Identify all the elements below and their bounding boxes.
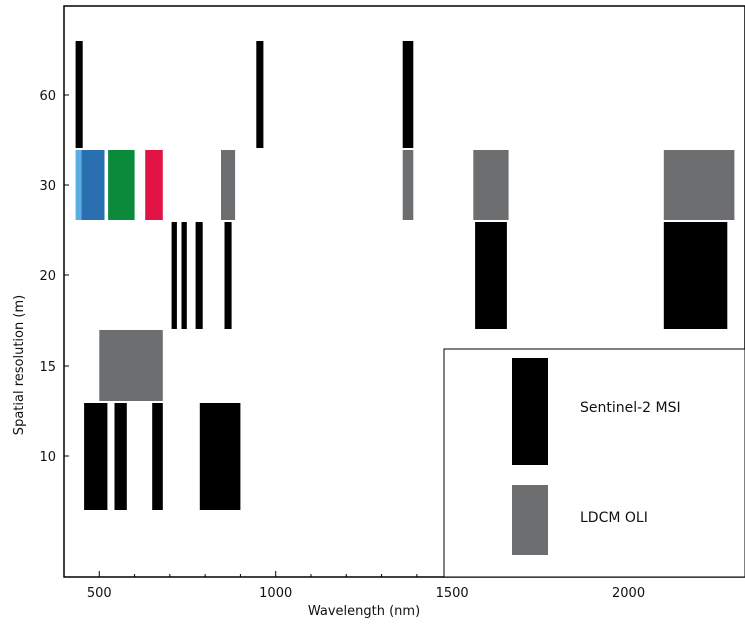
sentinel-band-8 xyxy=(663,222,728,329)
legend-swatch-ldcm xyxy=(512,485,548,555)
x-axis: 500 1000 1500 2000 xyxy=(87,571,735,601)
y-tick-label-0: 10 xyxy=(39,450,56,465)
y-axis: 10 15 20 30 60 xyxy=(39,89,69,465)
x-axis-title: Wavelength (nm) xyxy=(308,604,420,619)
sentinel-band-4 xyxy=(181,222,187,329)
y-tick-label-2: 20 xyxy=(39,269,56,284)
plot-frame xyxy=(63,5,745,578)
y-tick-label-3: 30 xyxy=(39,179,56,194)
sentinel-band-7 xyxy=(475,222,507,329)
sentinel-band-12 xyxy=(199,403,241,510)
x-tick-label-1: 1000 xyxy=(259,586,292,601)
sentinel-band-10 xyxy=(114,403,127,510)
legend: Sentinel-2 MSI LDCM OLI xyxy=(443,348,745,578)
ldcm-band-4 xyxy=(221,150,236,220)
bars-layer xyxy=(75,41,735,510)
sentinel-band-6 xyxy=(224,222,232,329)
legend-label-sentinel: Sentinel-2 MSI xyxy=(580,400,681,416)
ldcm-band-3 xyxy=(145,150,163,220)
sentinel-band-3 xyxy=(171,222,177,329)
ldcm-band-0 xyxy=(75,150,83,220)
ldcm-band-6 xyxy=(473,150,509,220)
sentinel-band-5 xyxy=(195,222,203,329)
x-tick-label-0: 500 xyxy=(87,586,112,601)
ldcm-band-1 xyxy=(81,150,105,220)
y-tick-label-1: 15 xyxy=(39,360,56,375)
x-tick-label-3: 2000 xyxy=(612,586,645,601)
sentinel-band-1 xyxy=(256,41,264,148)
sentinel-band-2 xyxy=(402,41,414,148)
x-tick-label-2: 1500 xyxy=(436,586,469,601)
ldcm-band-5 xyxy=(402,150,414,220)
sentinel-band-9 xyxy=(84,403,108,510)
ldcm-band-8 xyxy=(99,330,163,401)
legend-swatch-sentinel xyxy=(512,358,548,465)
ldcm-band-7 xyxy=(663,150,735,220)
legend-box xyxy=(443,348,745,578)
sentinel-band-11 xyxy=(152,403,163,510)
sentinel-band-0 xyxy=(75,41,83,148)
y-axis-title: Spatial resolution (m) xyxy=(12,295,27,435)
y-tick-label-4: 60 xyxy=(39,89,56,104)
ldcm-band-2 xyxy=(108,150,135,220)
legend-label-ldcm: LDCM OLI xyxy=(580,510,648,526)
